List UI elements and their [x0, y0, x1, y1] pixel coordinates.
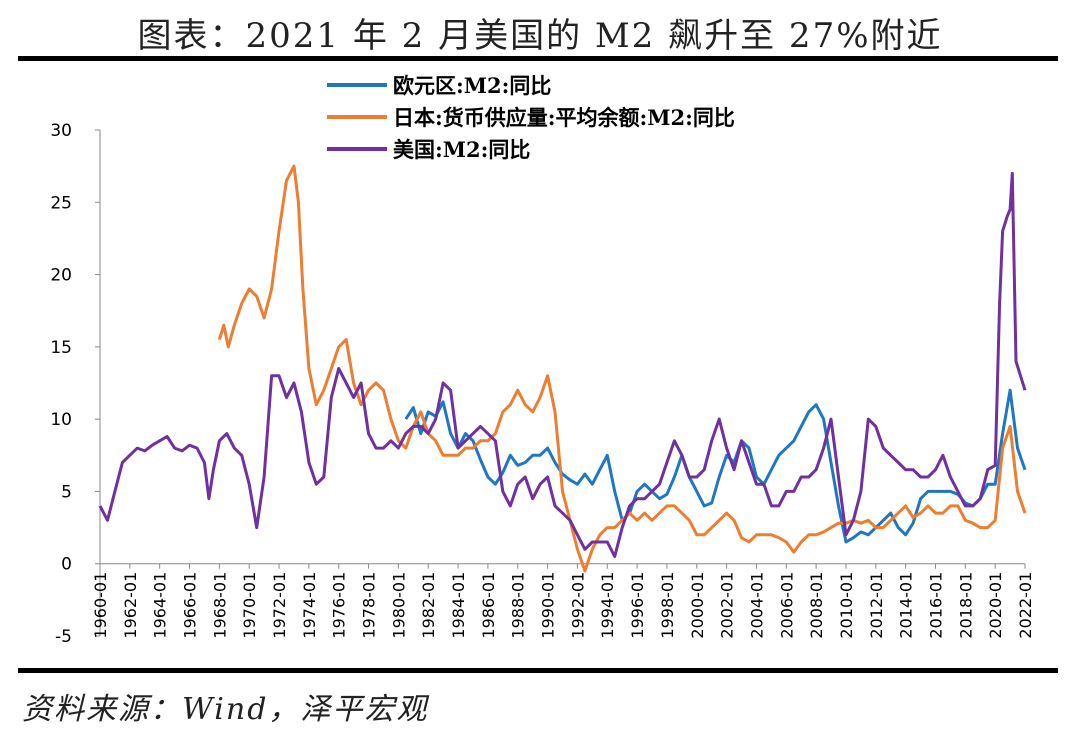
x-tick-label: 1994-01	[598, 572, 617, 639]
x-tick-label: 2020-01	[986, 572, 1005, 639]
x-tick-label: 1992-01	[568, 572, 587, 639]
x-tick-label: 2022-01	[1016, 572, 1035, 639]
x-tick-label: 1980-01	[389, 572, 408, 639]
x-tick-label: 1982-01	[419, 572, 438, 639]
y-tick-label: 20	[50, 266, 72, 286]
y-tick-label: 5	[61, 482, 72, 502]
x-tick-label: 1984-01	[449, 572, 468, 639]
x-tick-label: 2014-01	[897, 572, 916, 639]
series-line-3	[98, 171, 1027, 558]
source-note: 资料来源：Wind，泽平宏观	[22, 692, 429, 727]
x-tick-label: 1962-01	[121, 572, 140, 639]
x-tick-label: 1988-01	[509, 572, 528, 639]
x-tick-label: 1976-01	[330, 572, 349, 639]
x-tick-label: 1986-01	[479, 572, 498, 639]
y-tick-label: 10	[50, 410, 72, 430]
x-tick-label: 1996-01	[628, 572, 647, 639]
x-tick-label: 1960-01	[91, 572, 110, 639]
x-tick-label: 2008-01	[807, 572, 826, 639]
y-tick-label: 30	[50, 121, 72, 141]
chart-title: 图表：2021 年 2 月美国的 M2 飙升至 27%附近	[137, 16, 943, 56]
y-tick-label: 0	[61, 555, 72, 575]
x-tick-label: 2004-01	[747, 572, 766, 639]
series-line-2	[217, 164, 1027, 573]
x-tick-label: 2006-01	[777, 572, 796, 639]
x-tick-label: 1978-01	[360, 572, 379, 639]
x-tick-label: 1990-01	[539, 572, 558, 639]
x-tick-label: 1972-01	[270, 572, 289, 639]
legend-label-1: 欧元区:M2:同比	[393, 73, 551, 98]
x-tick-label: 1974-01	[300, 572, 319, 639]
x-tick-label: 1970-01	[240, 572, 259, 639]
x-tick-label: 1964-01	[151, 572, 170, 639]
y-tick-label: 25	[50, 193, 72, 213]
top-rule	[18, 56, 1058, 61]
x-tick-label: 2010-01	[837, 572, 856, 639]
x-tick-label: 1998-01	[658, 572, 677, 639]
x-tick-label: 2018-01	[956, 572, 975, 639]
y-tick-label: 15	[50, 338, 72, 358]
x-tick-label: 2012-01	[867, 572, 886, 639]
x-tick-label: 2000-01	[688, 572, 707, 639]
x-tick-label: 2016-01	[926, 572, 945, 639]
x-tick-label: 1966-01	[181, 572, 200, 639]
y-tick-label: -5	[55, 627, 72, 647]
legend-label-2: 日本:货币供应量:平均余额:M2:同比	[393, 105, 735, 130]
x-tick-label: 1968-01	[210, 572, 229, 639]
bottom-rule	[18, 668, 1058, 673]
legend-label-3: 美国:M2:同比	[393, 137, 530, 162]
series-line-1	[404, 388, 1027, 544]
x-tick-label: 2002-01	[718, 572, 737, 639]
